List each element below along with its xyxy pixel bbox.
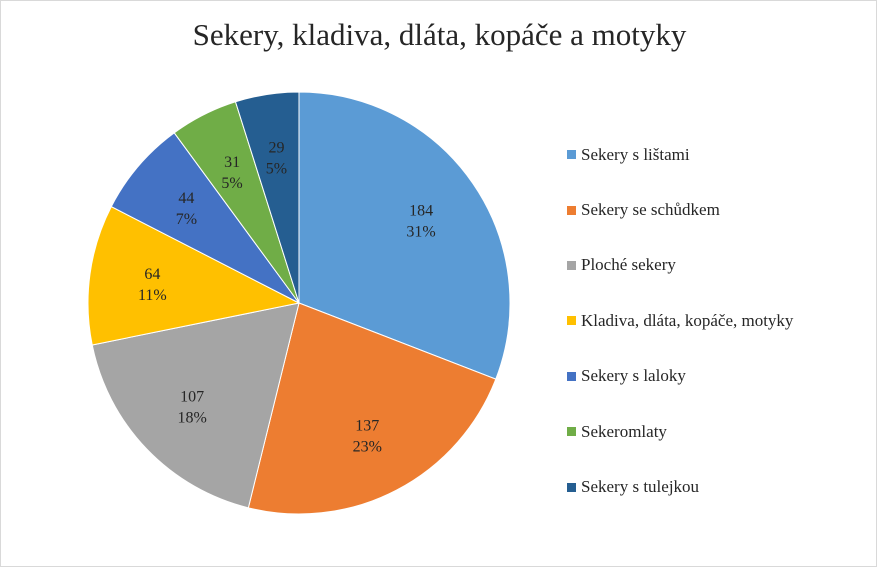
pie-slice-kladiva-dlata-kopace-motyky <box>87 205 301 346</box>
legend-item-ploche-sekery: Ploché sekery <box>567 238 793 293</box>
data-label-ploche-sekery: 107 18% <box>178 388 207 426</box>
data-label-sekery-s-laloky: 44 7% <box>176 190 197 228</box>
legend-swatch <box>567 482 576 492</box>
legend-item-sekery-se-schudkem: Sekery se schůdkem <box>567 182 793 237</box>
data-label-value: 31 <box>224 154 240 171</box>
legend-label: Sekery s laloky <box>581 366 686 386</box>
legend-label: Sekeromlaty <box>581 421 667 441</box>
pie-slice-sekery-s-listami <box>298 91 511 380</box>
data-label-percent: 5% <box>266 161 287 178</box>
legend-swatch <box>567 316 576 326</box>
pie-slice-ploche-sekery <box>91 302 300 509</box>
legend-swatch <box>567 260 576 270</box>
chart-legend: Sekery s lištami Sekery se schůdkem Ploché… <box>567 127 793 515</box>
chart-title: Sekery, kladiva, dláta, kopáče a motyky <box>192 17 687 52</box>
legend-swatch <box>567 150 576 160</box>
data-label-value: 44 <box>178 190 194 207</box>
data-label-percent: 31% <box>406 223 435 240</box>
data-label-value: 29 <box>268 140 284 157</box>
data-label-percent: 7% <box>176 211 197 228</box>
data-label-percent: 11% <box>138 287 167 304</box>
pie-slice-sekery-se-schudkem <box>247 302 497 515</box>
legend-item-sekeromlaty: Sekeromlaty <box>567 404 793 459</box>
data-label-sekery-s-listami: 184 31% <box>406 202 435 240</box>
legend-item-sekery-s-laloky: Sekery s laloky <box>567 349 793 404</box>
data-label-value: 64 <box>144 266 160 283</box>
legend-label: Ploché sekery <box>581 255 676 275</box>
data-label-sekeromlaty: 31 5% <box>221 154 242 192</box>
legend-swatch <box>567 371 576 381</box>
data-label-value: 107 <box>180 388 204 405</box>
pie-slice-sekery-s-laloky <box>110 132 300 304</box>
data-label-percent: 18% <box>178 409 207 426</box>
pie-slice-sekery-s-tulejkou <box>234 91 300 304</box>
legend-label: Sekery s lištami <box>581 144 690 164</box>
legend-label: Kladiva, dláta, kopáče, motyky <box>581 310 794 330</box>
legend-item-sekery-s-tulejkou: Sekery s tulejkou <box>567 459 793 514</box>
data-label-kladiva-dlata-kopace-motyky: 64 11% <box>138 266 167 304</box>
legend-label: Sekery se schůdkem <box>581 200 720 220</box>
data-label-sekery-s-tulejkou: 29 5% <box>266 140 287 178</box>
legend-label: Sekery s tulejkou <box>581 477 700 497</box>
legend-item-sekery-s-listami: Sekery s lištami <box>567 127 793 182</box>
data-label-percent: 5% <box>221 175 242 192</box>
legend-swatch <box>567 427 576 437</box>
legend-swatch <box>567 205 576 215</box>
data-label-value: 137 <box>355 417 379 434</box>
data-label-sekery-se-schudkem: 137 23% <box>353 417 382 455</box>
data-label-value: 184 <box>409 202 433 219</box>
legend-item-kladiva-dlata-kopace-motyky: Kladiva, dláta, kopáče, motyky <box>567 293 793 348</box>
data-label-percent: 23% <box>353 438 382 455</box>
